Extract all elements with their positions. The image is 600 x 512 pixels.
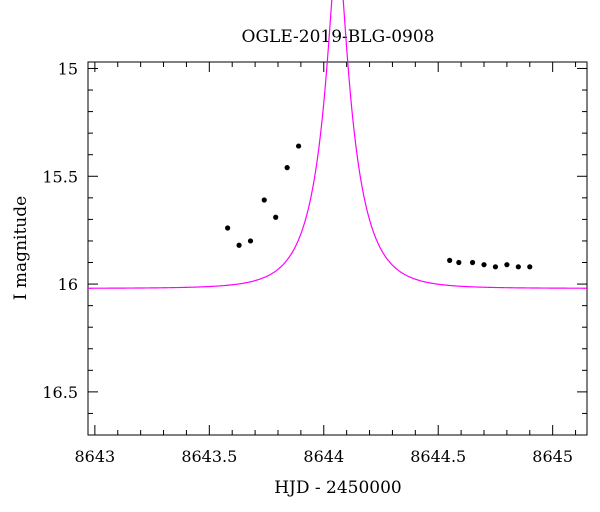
y-tick-label: 15 — [58, 59, 78, 78]
x-tick-labels: 8643 8643.5 8644 8644.5 8645 — [75, 447, 574, 466]
data-point — [469, 259, 476, 266]
x-tick-label: 8644.5 — [410, 447, 466, 466]
y-tick-label: 16 — [58, 275, 78, 294]
data-point — [447, 257, 453, 263]
data-point — [295, 143, 302, 149]
y-tick-labels: 15 15.5 16 16.5 — [42, 59, 78, 401]
x-tick-label: 8644 — [303, 447, 344, 466]
data-point — [481, 262, 487, 268]
x-tick-label: 8643 — [75, 447, 116, 466]
x-tick-label: 8643.5 — [181, 447, 237, 466]
y-tick-label: 15.5 — [42, 167, 78, 186]
chart-title: OGLE-2019-BLG-0908 — [242, 27, 435, 47]
axis-ticks — [88, 62, 587, 436]
data-point — [284, 165, 290, 171]
y-tick-label: 16.5 — [42, 383, 78, 402]
model-curve — [87, 0, 588, 289]
data-point — [261, 197, 267, 203]
x-tick-label: 8645 — [532, 447, 573, 466]
data-point — [236, 242, 242, 248]
y-axis-label: I magnitude — [11, 196, 31, 300]
data-point — [247, 238, 254, 244]
data-point — [515, 264, 521, 270]
data-point — [527, 264, 533, 270]
data-point — [456, 259, 462, 266]
plot-frame — [87, 61, 588, 436]
data-point — [492, 264, 499, 270]
data-points — [225, 143, 533, 270]
data-point — [504, 262, 510, 268]
x-axis-label: HJD - 2450000 — [274, 478, 402, 498]
data-point — [273, 214, 279, 220]
data-point — [225, 225, 231, 231]
